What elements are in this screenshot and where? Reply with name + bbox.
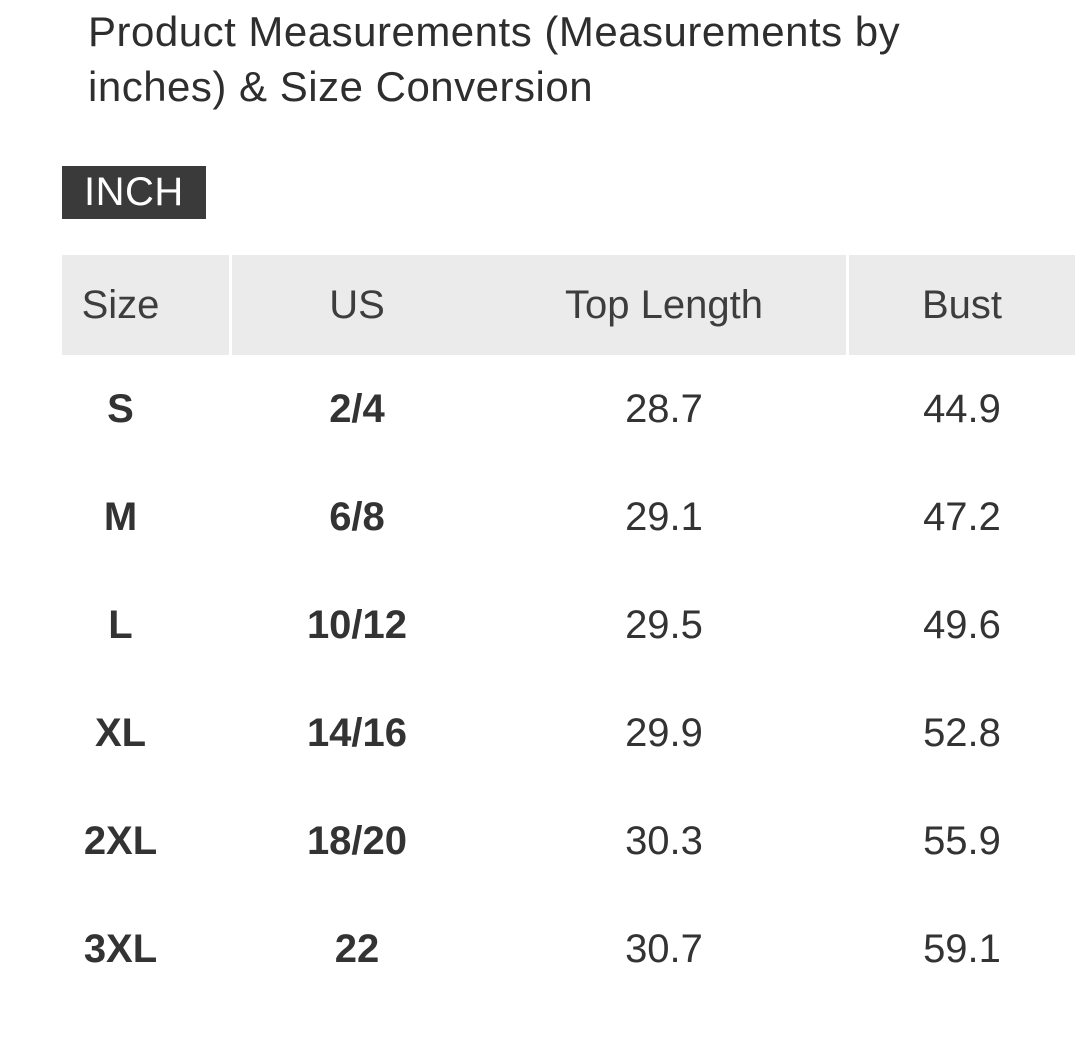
unit-badge-inch[interactable]: INCH — [62, 166, 206, 219]
column-header-us: US — [229, 255, 482, 355]
cell-us: 18/20 — [229, 787, 482, 895]
cell-us: 10/12 — [229, 571, 482, 679]
page-title: Product Measurements (Measurements by in… — [88, 8, 901, 110]
cell-bust: 44.9 — [846, 355, 1075, 463]
column-header-size: Size — [62, 255, 229, 355]
cell-top-length: 30.3 — [482, 787, 846, 895]
cell-size: XL — [62, 679, 229, 787]
cell-us: 14/16 — [229, 679, 482, 787]
cell-bust: 59.1 — [846, 895, 1075, 1003]
cell-size: L — [62, 571, 229, 679]
cell-size: S — [62, 355, 229, 463]
table-row: L 10/12 29.5 49.6 — [62, 571, 1075, 679]
table-header-row: Size US Top Length Bust — [62, 255, 1075, 355]
table-row: 3XL 22 30.7 59.1 — [62, 895, 1075, 1003]
cell-size: 2XL — [62, 787, 229, 895]
table-row: 2XL 18/20 30.3 55.9 — [62, 787, 1075, 895]
table-row: XL 14/16 29.9 52.8 — [62, 679, 1075, 787]
cell-bust: 52.8 — [846, 679, 1075, 787]
cell-top-length: 29.9 — [482, 679, 846, 787]
size-table: Size US Top Length Bust S 2/4 28.7 44.9 … — [62, 255, 1075, 1003]
table-row: S 2/4 28.7 44.9 — [62, 355, 1075, 463]
cell-top-length: 30.7 — [482, 895, 846, 1003]
cell-size: 3XL — [62, 895, 229, 1003]
cell-top-length: 28.7 — [482, 355, 846, 463]
column-header-top-length: Top Length — [482, 255, 846, 355]
product-measurements-page: Product Measurements (Measurements by in… — [0, 4, 1075, 1003]
cell-bust: 49.6 — [846, 571, 1075, 679]
cell-us: 2/4 — [229, 355, 482, 463]
cell-us: 6/8 — [229, 463, 482, 571]
size-conversion-table: Size US Top Length Bust S 2/4 28.7 44.9 … — [62, 255, 1075, 1003]
column-header-bust: Bust — [846, 255, 1075, 355]
cell-bust: 47.2 — [846, 463, 1075, 571]
cell-bust: 55.9 — [846, 787, 1075, 895]
table-row: M 6/8 29.1 47.2 — [62, 463, 1075, 571]
cell-size: M — [62, 463, 229, 571]
cell-top-length: 29.1 — [482, 463, 846, 571]
cell-us: 22 — [229, 895, 482, 1003]
cell-top-length: 29.5 — [482, 571, 846, 679]
